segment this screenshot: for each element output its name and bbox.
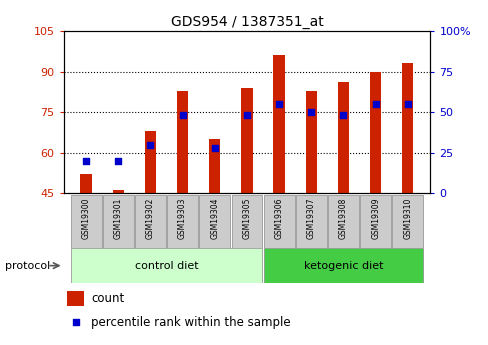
Point (178, 112, 186, 118)
Bar (337, 82, 348, 193)
Bar (112, 190, 123, 193)
Text: GSM19308: GSM19308 (338, 198, 347, 239)
Bar (167, 196, 198, 248)
Text: protocol: protocol (5, 261, 50, 270)
Point (146, 142, 154, 147)
Point (339, 112, 346, 118)
Text: GSM19307: GSM19307 (306, 198, 315, 239)
Point (82, 158, 90, 164)
Bar (81, 174, 92, 193)
Text: GSM19310: GSM19310 (403, 198, 411, 239)
Text: GSM19305: GSM19305 (242, 198, 251, 239)
Text: GSM19300: GSM19300 (81, 198, 90, 239)
Point (114, 158, 122, 164)
Point (210, 145, 218, 150)
Point (275, 101, 283, 107)
Bar (401, 63, 412, 193)
Text: GSM19306: GSM19306 (274, 198, 283, 239)
Text: GSM19301: GSM19301 (114, 198, 122, 239)
Text: percentile rank within the sample: percentile rank within the sample (91, 316, 290, 329)
Bar (231, 196, 262, 248)
Bar (199, 196, 230, 248)
Title: GDS954 / 1387351_at: GDS954 / 1387351_at (170, 14, 323, 29)
Bar (263, 248, 423, 283)
Bar (144, 131, 156, 193)
Bar (327, 196, 358, 248)
Text: GSM19304: GSM19304 (210, 198, 219, 239)
Text: GSM19302: GSM19302 (145, 198, 155, 239)
Text: GSM19309: GSM19309 (370, 198, 379, 239)
Bar (295, 196, 326, 248)
Point (371, 101, 379, 107)
Point (72, 319, 80, 325)
Bar (273, 55, 284, 193)
Bar (70, 196, 102, 248)
Bar (263, 196, 294, 248)
Bar (70, 248, 262, 283)
Bar (135, 196, 165, 248)
Bar (360, 196, 390, 248)
Text: control diet: control diet (134, 261, 198, 270)
Bar (241, 88, 252, 193)
Bar (102, 196, 133, 248)
Point (307, 109, 315, 115)
Bar (67, 291, 83, 306)
Bar (209, 139, 220, 193)
Text: GSM19303: GSM19303 (178, 198, 187, 239)
Text: count: count (91, 292, 124, 305)
Text: ketogenic diet: ketogenic diet (303, 261, 383, 270)
Bar (177, 90, 188, 193)
Point (243, 112, 250, 118)
Bar (391, 196, 423, 248)
Bar (369, 71, 381, 193)
Bar (305, 90, 316, 193)
Point (403, 101, 411, 107)
